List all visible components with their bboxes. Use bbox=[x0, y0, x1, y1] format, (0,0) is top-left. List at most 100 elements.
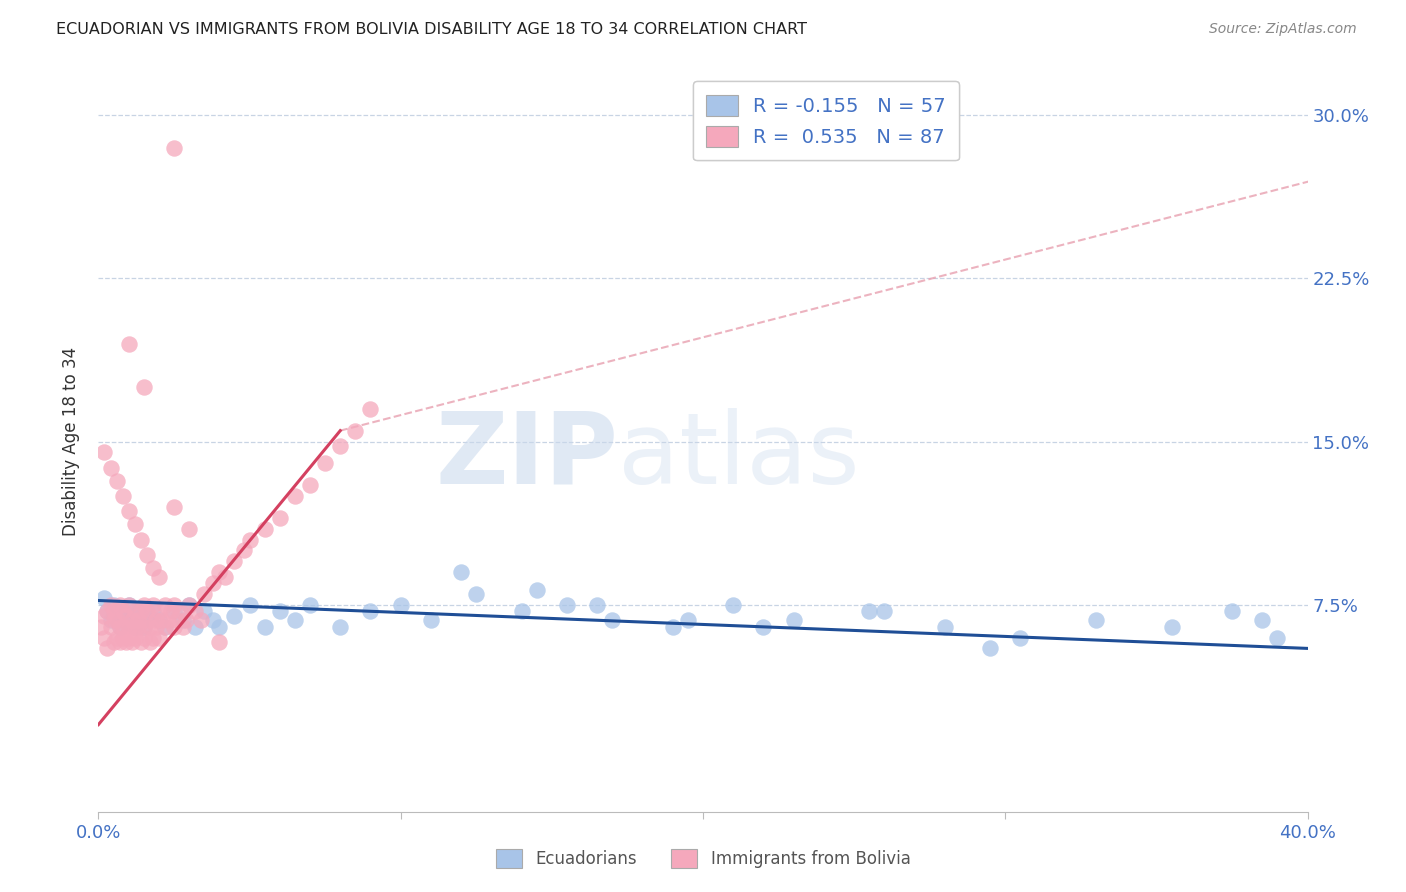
Point bbox=[752, 619, 775, 633]
Point bbox=[232, 543, 254, 558]
Point bbox=[111, 631, 134, 645]
Point bbox=[174, 613, 197, 627]
Point bbox=[96, 604, 118, 618]
Point bbox=[100, 460, 122, 475]
Point bbox=[184, 604, 207, 618]
Point bbox=[193, 604, 215, 618]
Point bbox=[93, 631, 115, 645]
Point bbox=[105, 613, 128, 627]
Text: ZIP: ZIP bbox=[436, 408, 619, 505]
Point bbox=[111, 604, 134, 618]
Point bbox=[526, 582, 548, 597]
Point bbox=[179, 598, 201, 612]
Point bbox=[124, 517, 146, 532]
Point bbox=[111, 489, 134, 503]
Point bbox=[723, 598, 745, 612]
Point bbox=[103, 613, 125, 627]
Point bbox=[129, 604, 152, 618]
Point bbox=[135, 613, 157, 627]
Point bbox=[118, 504, 141, 518]
Point bbox=[166, 613, 188, 627]
Point bbox=[135, 608, 157, 623]
Point bbox=[108, 619, 131, 633]
Point bbox=[450, 565, 472, 579]
Point bbox=[163, 604, 186, 618]
Point bbox=[555, 598, 578, 612]
Point bbox=[132, 380, 155, 394]
Point bbox=[172, 613, 194, 627]
Point bbox=[1085, 613, 1108, 627]
Point bbox=[118, 336, 141, 351]
Point bbox=[111, 619, 134, 633]
Point bbox=[111, 604, 134, 618]
Point bbox=[239, 598, 262, 612]
Point bbox=[1220, 604, 1243, 618]
Point bbox=[142, 631, 165, 645]
Point bbox=[873, 604, 896, 618]
Point bbox=[90, 619, 112, 633]
Point bbox=[127, 619, 149, 633]
Point bbox=[142, 604, 165, 618]
Point bbox=[96, 604, 118, 618]
Point bbox=[934, 619, 956, 633]
Point bbox=[124, 604, 146, 618]
Point bbox=[148, 604, 170, 618]
Legend: Ecuadorians, Immigrants from Bolivia: Ecuadorians, Immigrants from Bolivia bbox=[489, 843, 917, 875]
Point bbox=[153, 598, 176, 612]
Point bbox=[93, 591, 115, 606]
Point bbox=[145, 619, 167, 633]
Point bbox=[121, 635, 143, 649]
Point bbox=[148, 613, 170, 627]
Point bbox=[103, 598, 125, 612]
Point bbox=[510, 604, 533, 618]
Point bbox=[179, 522, 201, 536]
Point bbox=[172, 619, 194, 633]
Point bbox=[208, 565, 231, 579]
Point bbox=[360, 604, 382, 618]
Point bbox=[389, 598, 412, 612]
Point bbox=[224, 554, 246, 568]
Point bbox=[858, 604, 880, 618]
Point bbox=[150, 613, 173, 627]
Point bbox=[163, 500, 186, 514]
Point bbox=[329, 439, 352, 453]
Point bbox=[214, 569, 236, 583]
Point bbox=[329, 619, 352, 633]
Point bbox=[108, 598, 131, 612]
Point bbox=[114, 613, 136, 627]
Point bbox=[602, 613, 624, 627]
Point bbox=[202, 613, 225, 627]
Point bbox=[208, 619, 231, 633]
Point bbox=[190, 613, 212, 627]
Point bbox=[420, 613, 443, 627]
Point bbox=[344, 424, 367, 438]
Point bbox=[979, 641, 1001, 656]
Point bbox=[103, 635, 125, 649]
Point bbox=[208, 635, 231, 649]
Point bbox=[132, 619, 155, 633]
Point bbox=[100, 613, 122, 627]
Point bbox=[586, 598, 609, 612]
Point bbox=[121, 613, 143, 627]
Point bbox=[145, 613, 167, 627]
Point bbox=[135, 548, 157, 562]
Point bbox=[676, 613, 699, 627]
Point bbox=[163, 598, 186, 612]
Point bbox=[132, 598, 155, 612]
Text: Source: ZipAtlas.com: Source: ZipAtlas.com bbox=[1209, 22, 1357, 37]
Point bbox=[148, 631, 170, 645]
Point bbox=[139, 619, 162, 633]
Point bbox=[127, 613, 149, 627]
Point bbox=[269, 604, 291, 618]
Point bbox=[465, 587, 488, 601]
Point bbox=[96, 641, 118, 656]
Point bbox=[132, 631, 155, 645]
Point bbox=[299, 598, 322, 612]
Point bbox=[299, 478, 322, 492]
Point bbox=[239, 533, 262, 547]
Point bbox=[1160, 619, 1182, 633]
Point bbox=[105, 631, 128, 645]
Point bbox=[156, 613, 179, 627]
Point bbox=[184, 619, 207, 633]
Point bbox=[142, 598, 165, 612]
